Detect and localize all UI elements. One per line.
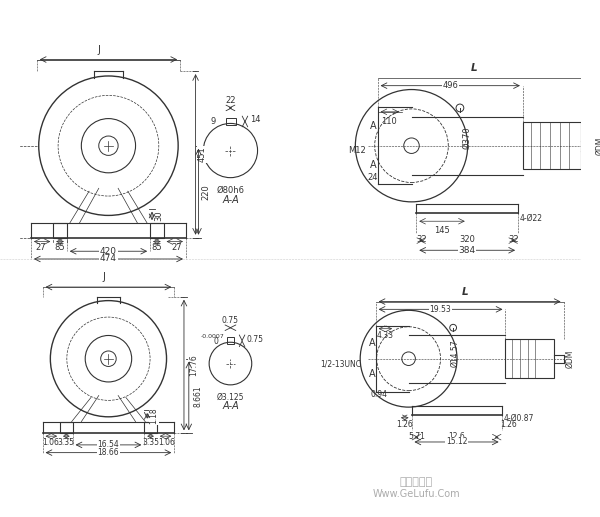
Text: 1.06: 1.06 xyxy=(158,438,175,447)
Text: 15.12: 15.12 xyxy=(446,437,467,447)
Text: 30: 30 xyxy=(154,210,163,221)
Text: ØDM: ØDM xyxy=(565,349,574,368)
Text: 0: 0 xyxy=(214,337,219,346)
Text: 9: 9 xyxy=(211,117,216,126)
Text: 110: 110 xyxy=(382,117,397,126)
Text: Www.GeLufu.Com: Www.GeLufu.Com xyxy=(373,489,460,499)
Text: A-A: A-A xyxy=(222,401,239,412)
Text: 3.35: 3.35 xyxy=(58,438,74,447)
Bar xyxy=(60,422,73,433)
Text: Ø80h6: Ø80h6 xyxy=(217,186,244,194)
Text: 19.53: 19.53 xyxy=(430,305,451,314)
Text: 格鲁夫机械: 格鲁夫机械 xyxy=(400,477,433,486)
Text: 85: 85 xyxy=(55,244,65,252)
Text: 1.26: 1.26 xyxy=(397,420,413,429)
Text: 85: 85 xyxy=(152,244,162,252)
Text: 32: 32 xyxy=(508,235,518,244)
Text: L: L xyxy=(471,63,478,73)
Text: 1/2-13UNC: 1/2-13UNC xyxy=(320,359,361,368)
Text: 0.75: 0.75 xyxy=(222,316,239,325)
Text: J: J xyxy=(102,272,105,282)
Text: 22: 22 xyxy=(225,96,236,105)
Bar xyxy=(226,118,236,125)
Bar xyxy=(523,123,581,169)
Text: A: A xyxy=(368,338,375,348)
Text: 0.94: 0.94 xyxy=(370,390,387,399)
Bar xyxy=(227,338,235,344)
Text: 5.71: 5.71 xyxy=(408,432,425,442)
Text: 384: 384 xyxy=(458,246,476,255)
Text: 27: 27 xyxy=(171,244,182,252)
Text: A-A: A-A xyxy=(222,195,239,205)
Text: 14: 14 xyxy=(250,115,260,124)
Text: 18.66: 18.66 xyxy=(98,448,119,457)
Text: ØDM: ØDM xyxy=(595,136,600,155)
Text: A: A xyxy=(370,121,376,131)
Text: 474: 474 xyxy=(100,254,117,264)
Text: 496: 496 xyxy=(442,81,458,90)
Bar xyxy=(144,422,157,433)
Text: L: L xyxy=(461,287,468,297)
Bar xyxy=(53,223,67,238)
Text: 4-Ø0.87: 4-Ø0.87 xyxy=(503,414,534,423)
Text: 32: 32 xyxy=(416,235,427,244)
Text: 220: 220 xyxy=(202,184,211,200)
Text: 24: 24 xyxy=(368,173,378,182)
Text: 17.76: 17.76 xyxy=(189,354,198,376)
Text: 420: 420 xyxy=(100,247,117,256)
Text: 4.33: 4.33 xyxy=(377,331,394,340)
Text: 451: 451 xyxy=(198,146,207,162)
Text: J: J xyxy=(97,44,100,55)
Text: 145: 145 xyxy=(434,226,450,235)
Bar xyxy=(150,223,164,238)
Text: A: A xyxy=(370,160,376,170)
Text: Ø3.125: Ø3.125 xyxy=(217,392,244,402)
Text: Ø370: Ø370 xyxy=(462,127,471,149)
Text: 16.54: 16.54 xyxy=(98,440,119,449)
Text: M12: M12 xyxy=(348,146,366,155)
Text: A: A xyxy=(368,369,375,379)
Text: 12.6: 12.6 xyxy=(448,432,465,442)
Text: 1.18: 1.18 xyxy=(149,407,158,424)
Text: 27: 27 xyxy=(35,244,46,252)
Bar xyxy=(505,339,554,378)
Text: 4-Ø22: 4-Ø22 xyxy=(520,214,543,223)
Text: 320: 320 xyxy=(459,235,475,244)
Text: 0.75: 0.75 xyxy=(247,335,264,344)
Text: Ø14.57: Ø14.57 xyxy=(451,339,460,367)
Text: -0.0007: -0.0007 xyxy=(201,334,224,339)
Text: 1.26: 1.26 xyxy=(500,420,517,429)
Text: 8.661: 8.661 xyxy=(193,385,202,407)
Text: 1.06: 1.06 xyxy=(42,438,59,447)
Text: 3.35: 3.35 xyxy=(143,438,160,447)
